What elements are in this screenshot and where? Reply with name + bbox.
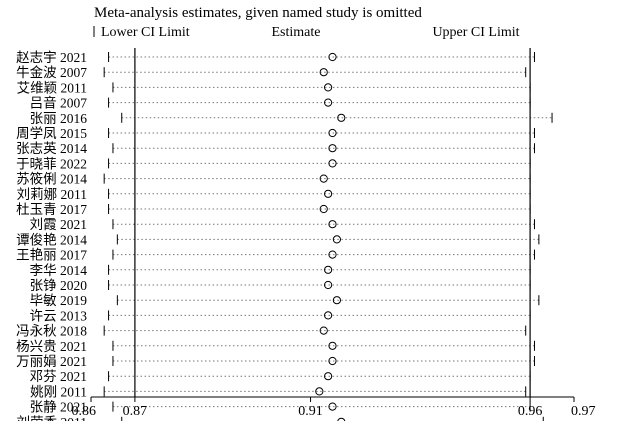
estimate-point (332, 235, 341, 244)
estimate-point (328, 341, 337, 350)
study-label: 刘莉娜 2011 (17, 187, 87, 202)
study-label: 冯永秋 2018 (16, 324, 87, 339)
estimate-point (319, 204, 328, 214)
estimate-point (324, 265, 333, 274)
study-label: 刘霞 2021 (30, 217, 87, 232)
x-tick-label: 0.97 (571, 404, 596, 419)
estimate-point (328, 356, 337, 366)
study-label: 牛金波 2007 (16, 65, 87, 80)
estimate-point (328, 402, 337, 411)
study-label: 周学凤 2015 (16, 126, 87, 141)
estimate-point (332, 296, 341, 305)
x-tick-label: 0.86 (72, 404, 97, 419)
estimate-point (319, 68, 328, 77)
estimate-point (328, 220, 337, 229)
chart-title: Meta-analysis estimates, given named stu… (94, 5, 422, 21)
study-label: 艾维颖 2011 (17, 80, 87, 95)
legend-item-1: Lower CI Limit (101, 25, 190, 40)
study-label: 刘荣香 2011 (17, 415, 87, 421)
x-axis: 0.86 0.87 0.91 0.96 0.97 (72, 48, 596, 419)
study-label: 张铮 2020 (30, 278, 88, 293)
study-label: 张静 2021 (30, 400, 87, 415)
estimate-point (328, 159, 337, 168)
x-tick-label: 0.91 (298, 404, 323, 419)
estimate-point (324, 280, 333, 290)
study-label: 杨兴贵 2021 (16, 339, 87, 354)
study-label: 吕音 2007 (30, 95, 88, 111)
study-label: 张丽 2016 (30, 111, 88, 126)
estimate-point (328, 128, 337, 138)
study-label: 于晓菲 2022 (16, 156, 87, 171)
estimate-point (328, 52, 337, 62)
estimate-point (337, 417, 346, 421)
legend: Lower CI Limit Estimate Upper CI Limit (93, 25, 520, 40)
study-label: 张志英 2014 (16, 140, 87, 156)
study-label: 毕敏 2019 (30, 293, 88, 308)
estimate-point (337, 113, 346, 122)
estimate-point (324, 189, 333, 198)
study-label: 苏筱俐 2014 (16, 171, 87, 187)
study-label: 许云 2013 (30, 308, 88, 323)
legend-item-2: Estimate (272, 25, 321, 40)
estimate-point (328, 144, 337, 153)
legend-item-3: Upper CI Limit (432, 25, 519, 40)
estimate-point (315, 387, 324, 396)
estimate-point (319, 326, 328, 335)
study-label: 王艳丽 2017 (16, 248, 87, 263)
study-label: 赵志宇 2021 (16, 50, 87, 65)
study-label: 万丽娟 2021 (16, 354, 87, 369)
study-label: 谭俊艳 2014 (16, 232, 87, 247)
study-label: 姚刚 2011 (30, 384, 87, 399)
estimate-point (324, 311, 333, 320)
estimate-point (328, 250, 337, 259)
estimate-point (324, 98, 333, 107)
study-label: 杜玉青 2017 (16, 202, 87, 217)
x-tick-label: 0.96 (518, 404, 543, 419)
estimate-point (324, 83, 333, 92)
estimate-point (319, 174, 328, 183)
study-label: 邓芬 2021 (30, 369, 87, 384)
study-label: 李华 2014 (30, 263, 88, 278)
x-tick-label: 0.87 (123, 404, 148, 419)
estimate-point (324, 372, 333, 381)
